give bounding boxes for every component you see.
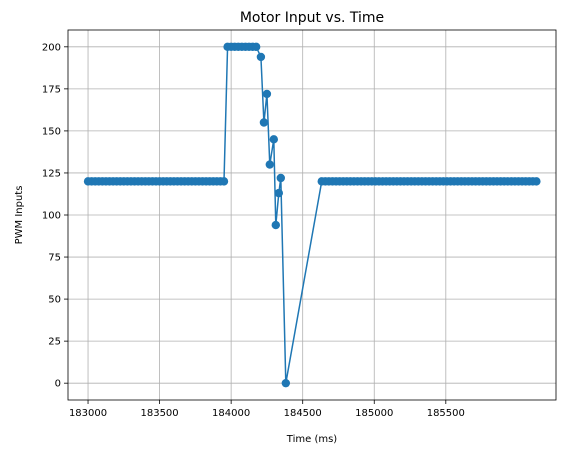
x-axis-label: Time (ms) <box>286 434 338 445</box>
y-tick-label: 200 <box>42 42 61 53</box>
x-tick-label: 185000 <box>355 408 393 419</box>
y-tick-label: 175 <box>42 84 61 95</box>
marker <box>532 177 541 186</box>
marker <box>219 177 229 186</box>
chart-title: Motor Input vs. Time <box>240 10 384 26</box>
y-tick-label: 0 <box>55 379 61 390</box>
x-tick-label: 184000 <box>212 408 250 419</box>
y-tick-label: 150 <box>42 126 61 137</box>
y-tick-label: 75 <box>48 253 61 264</box>
x-tick-label: 183500 <box>140 408 178 419</box>
marker <box>271 220 280 230</box>
marker <box>251 42 261 52</box>
y-axis-label: PWM Inputs <box>14 186 25 245</box>
y-tick-label: 100 <box>42 211 61 222</box>
x-tick-label: 185500 <box>427 408 465 419</box>
marker <box>274 188 283 198</box>
y-tick-label: 50 <box>48 295 61 306</box>
x-tick-label: 184500 <box>284 408 322 419</box>
marker <box>265 160 274 169</box>
marker <box>259 118 269 127</box>
marker <box>276 173 286 183</box>
y-tick-label: 125 <box>42 168 61 179</box>
marker <box>269 135 278 144</box>
marker <box>262 89 272 99</box>
marker <box>256 52 266 62</box>
axes-frame <box>67 29 557 401</box>
y-tick-label: 25 <box>48 337 61 348</box>
marker <box>281 378 291 388</box>
x-tick-label: 183000 <box>69 408 107 419</box>
